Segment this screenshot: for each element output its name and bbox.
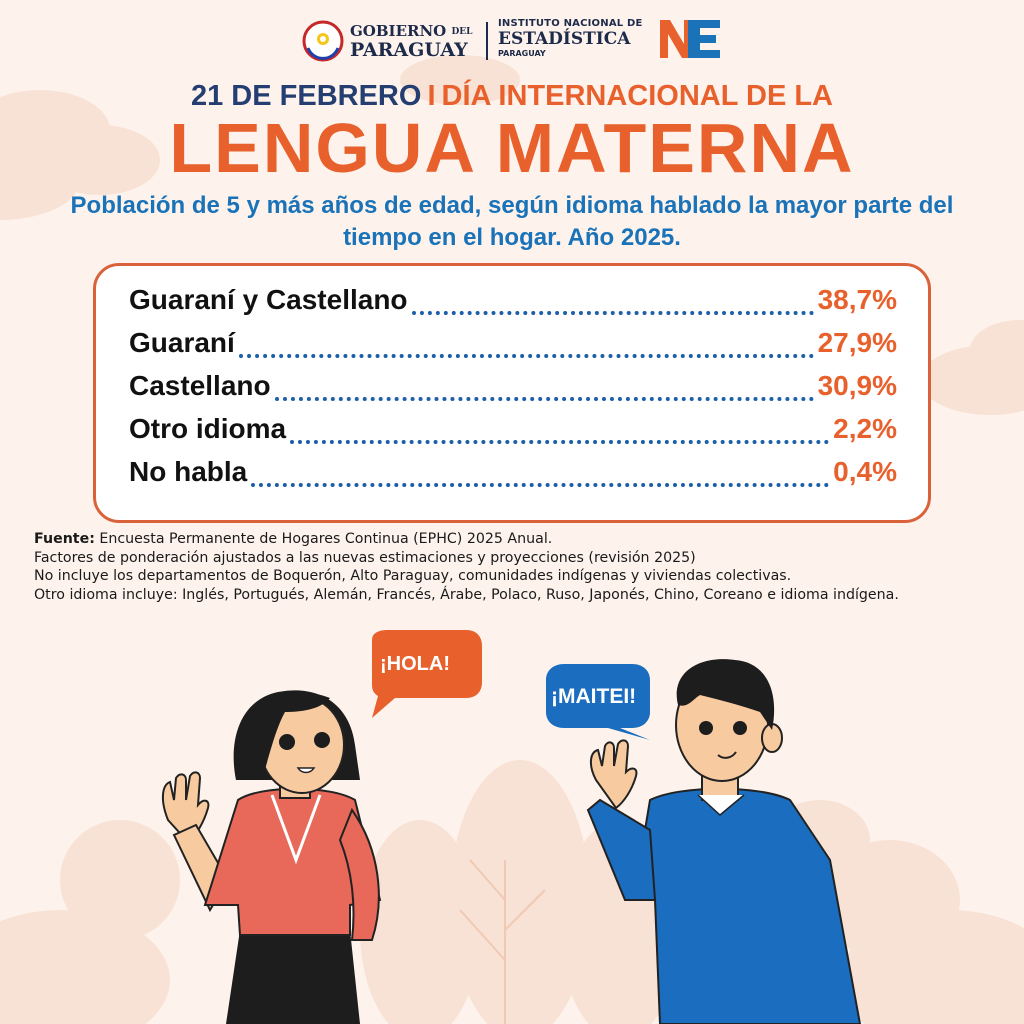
stat-label: Guaraní y Castellano [129,284,408,315]
source-text: Encuesta Permanente de Hogares Continua … [99,531,553,547]
paraguay-seal-icon [302,20,344,62]
date-heading: 21 DE FEBRERO I DÍA INTERNACIONAL DE LA [0,80,1024,113]
stat-label: Otro idioma [129,413,287,444]
source-notes: Fuente: Encuesta Permanente de Hogares C… [34,530,992,604]
stat-value: 27,9% [817,327,897,358]
gov-line2: PARAGUAY [350,39,468,61]
stat-value: 38,7% [817,284,897,315]
dot-leader [238,348,814,358]
stat-value: 30,9% [817,370,897,401]
title-separator: I [427,80,436,112]
dot-leader [411,305,814,315]
stat-label: No habla [129,456,248,487]
stat-row: Guaraní 27,9% [129,327,897,367]
ine-line2: ESTADÍSTICA [498,29,631,49]
header: GOBIERNO DEL PARAGUAY INSTITUTO NACIONAL… [0,14,1024,64]
ine-line3: PARAGUAY [498,49,546,58]
dot-leader [274,391,814,401]
note-line: Factores de ponderación ajustados a las … [34,549,696,566]
date-text: 21 DE FEBRERO [190,80,422,112]
ne-logo-icon [660,20,720,58]
ine-logo-text: INSTITUTO NACIONAL DE ESTADÍSTICA PARAGU… [498,18,643,58]
stat-value: 0,4% [833,456,897,487]
header-divider [486,22,488,60]
stat-label: Guaraní [129,327,235,358]
gov-del: DEL [451,27,473,37]
gov-line1: GOBIERNO [350,22,447,40]
stat-row: Guaraní y Castellano 38,7% [129,284,897,324]
main-title: LENGUA MATERNA [169,109,855,187]
stat-row: Otro idioma 2,2% [129,413,897,453]
event-text: DÍA INTERNACIONAL DE LA [441,80,834,112]
source-label: Fuente: [34,531,95,547]
stat-row: No habla 0,4% [129,456,897,496]
dot-leader [290,434,830,444]
note-line: No incluye los departamentos de Boquerón… [34,568,792,585]
stat-row: Castellano 30,9% [129,370,897,410]
man-figure [586,659,862,1024]
woman-figure [162,690,382,1024]
hola-bubble-text: ¡HOLA! [380,653,450,675]
stat-label: Castellano [129,370,271,401]
note-line: Otro idioma incluye: Inglés, Portugués, … [34,586,899,603]
dot-leader [251,477,830,487]
ine-line1: INSTITUTO NACIONAL DE [498,18,643,29]
maitei-bubble-text: ¡MAITEI! [551,685,637,708]
stat-value: 2,2% [833,413,897,444]
subtitle: Población de 5 y más años de edad, según… [70,192,954,251]
stats-box: Guaraní y Castellano 38,7% Guaraní 27,9% C… [93,263,931,523]
